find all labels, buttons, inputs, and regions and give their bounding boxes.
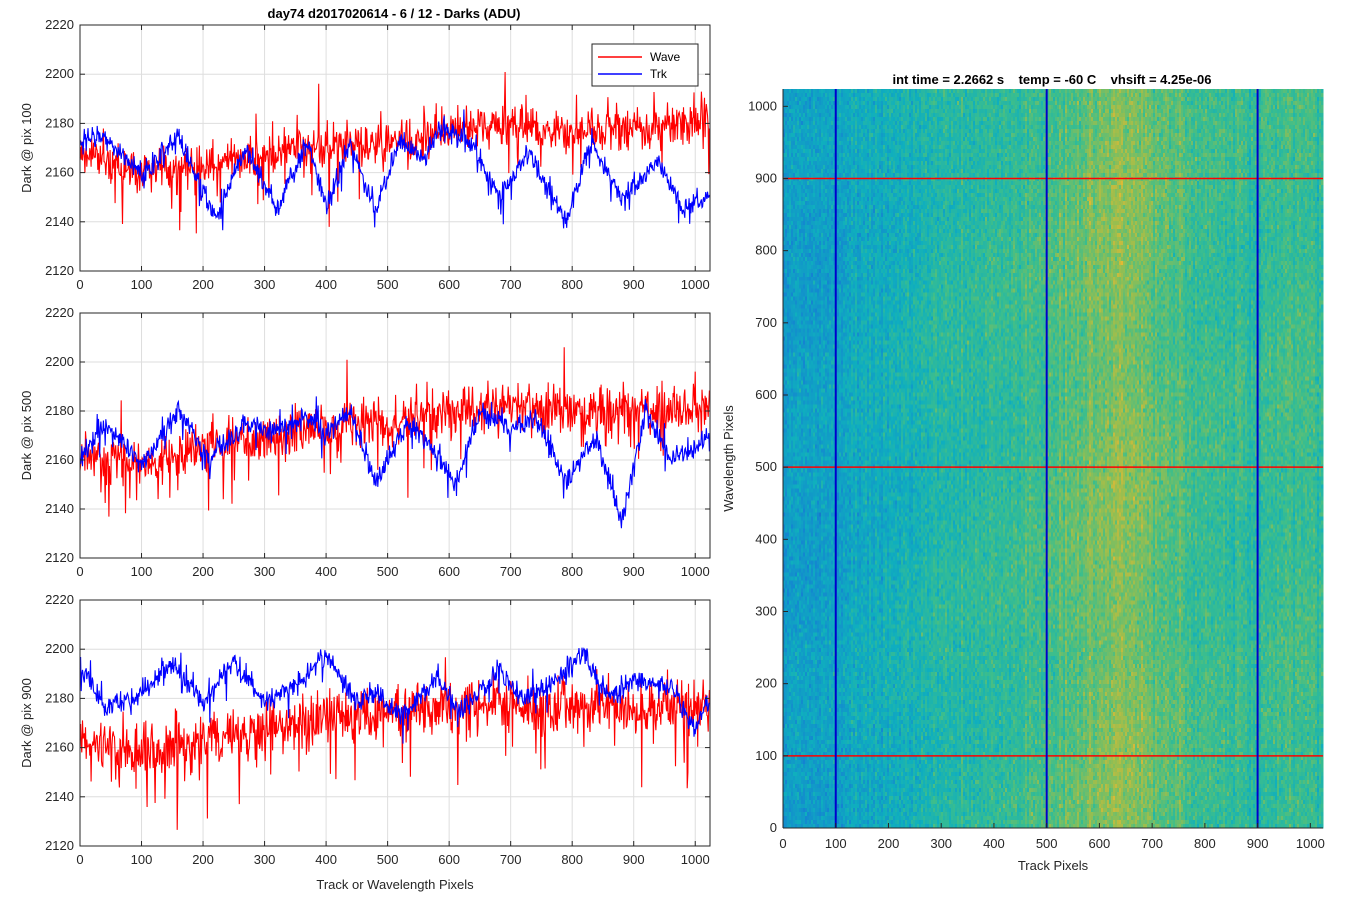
x-tick-label: 400 <box>315 564 337 579</box>
x-tick-label: 100 <box>131 564 153 579</box>
x-tick-label: 500 <box>377 564 399 579</box>
legend-box <box>592 44 698 86</box>
x-tick-label: 600 <box>438 564 460 579</box>
x-tick-label: 200 <box>192 564 214 579</box>
line-plot-2: 0 100 200 300 400 500 600 700 800 900 1000 2120 2140… <box>19 305 710 579</box>
x-tick-label: 900 <box>623 277 645 292</box>
y-axis-label: Dark @ pix 100 <box>19 103 34 193</box>
x-tick-label: 700 <box>500 852 522 867</box>
x-tick-label: 200 <box>192 852 214 867</box>
y-tick-label: 2140 <box>45 789 74 804</box>
x-tick-label: 800 <box>561 277 583 292</box>
x-tick-label: 400 <box>315 852 337 867</box>
x-tick-label: 300 <box>254 564 276 579</box>
y-tick-label: 2160 <box>45 165 74 180</box>
x-tick-label: 600 <box>438 852 460 867</box>
x-tick-label: 300 <box>254 277 276 292</box>
y-tick-label: 2140 <box>45 214 74 229</box>
plots-layer: 0 100 200 300 400 500 600 700 800 900 100021202140… <box>19 17 1325 892</box>
x-tick-label: 0 <box>76 564 83 579</box>
y-tick-label: 2200 <box>45 66 74 81</box>
x-tick-label: 800 <box>561 852 583 867</box>
y-tick-label: 2160 <box>45 452 74 467</box>
x-tick-label: 1000 <box>681 564 710 579</box>
x-tick-label: 800 <box>561 564 583 579</box>
x-tick-label: 1000 <box>681 852 710 867</box>
y-tick-label: 2200 <box>45 641 74 656</box>
x-tick-label: 200 <box>192 277 214 292</box>
x-tick-label: 100 <box>131 277 153 292</box>
x-tick-label: 0 <box>76 852 83 867</box>
heatmap-title: int time = 2.2662 s temp = -60 C vhsift … <box>892 72 1211 87</box>
x-tick-label: 900 <box>623 852 645 867</box>
y-tick-label: 2120 <box>45 550 74 565</box>
heatmap-cells <box>783 89 1323 828</box>
x-tick-label: 700 <box>500 564 522 579</box>
line-plot-3: 0 100 200 300 400 500 600 700 800 900 1000 2120 2140… <box>19 592 710 892</box>
figure-title: day74 d2017020614 - 6 / 12 - Darks (ADU) <box>268 6 521 21</box>
x-tick-label: 900 <box>623 564 645 579</box>
x-tick-label: 0 <box>76 277 83 292</box>
x-tick-label: 100 <box>131 852 153 867</box>
y-tick-label: 2220 <box>45 17 74 32</box>
y-tick-label: 2200 <box>45 354 74 369</box>
legend: Wave Trk <box>592 44 698 86</box>
x-tick-label: 500 <box>377 277 399 292</box>
x-tick-label: 600 <box>438 277 460 292</box>
y-axis-label: Dark @ pix 500 <box>19 391 34 481</box>
legend-label-wave: Wave <box>650 50 681 64</box>
x-axis-label: Track or Wavelength Pixels <box>316 877 474 892</box>
y-tick-label: 2180 <box>45 115 74 130</box>
x-tick-label: 300 <box>254 852 276 867</box>
plot-background <box>80 600 710 846</box>
plot-background <box>80 313 710 558</box>
y-tick-label: 2220 <box>45 592 74 607</box>
y-tick-label: 2140 <box>45 501 74 516</box>
y-tick-label: 2220 <box>45 305 74 320</box>
y-tick-label: 2120 <box>45 263 74 278</box>
heatmap-plot: 0 100 200 300 400 500 600 700 800 900 100001002003… <box>721 89 1325 873</box>
line-plot-1: 0 100 200 300 400 500 600 700 800 900 1000 2120 2140… <box>19 17 710 292</box>
x-tick-label: 500 <box>377 852 399 867</box>
y-tick-label: 2180 <box>45 690 74 705</box>
x-tick-label: 400 <box>315 277 337 292</box>
y-tick-label: 2120 <box>45 838 74 853</box>
x-tick-label: 1000 <box>681 277 710 292</box>
y-axis-label: Dark @ pix 900 <box>19 678 34 768</box>
legend-label-trk: Trk <box>650 67 668 81</box>
y-tick-label: 2160 <box>45 740 74 755</box>
y-tick-label: 2180 <box>45 403 74 418</box>
x-tick-label: 700 <box>500 277 522 292</box>
